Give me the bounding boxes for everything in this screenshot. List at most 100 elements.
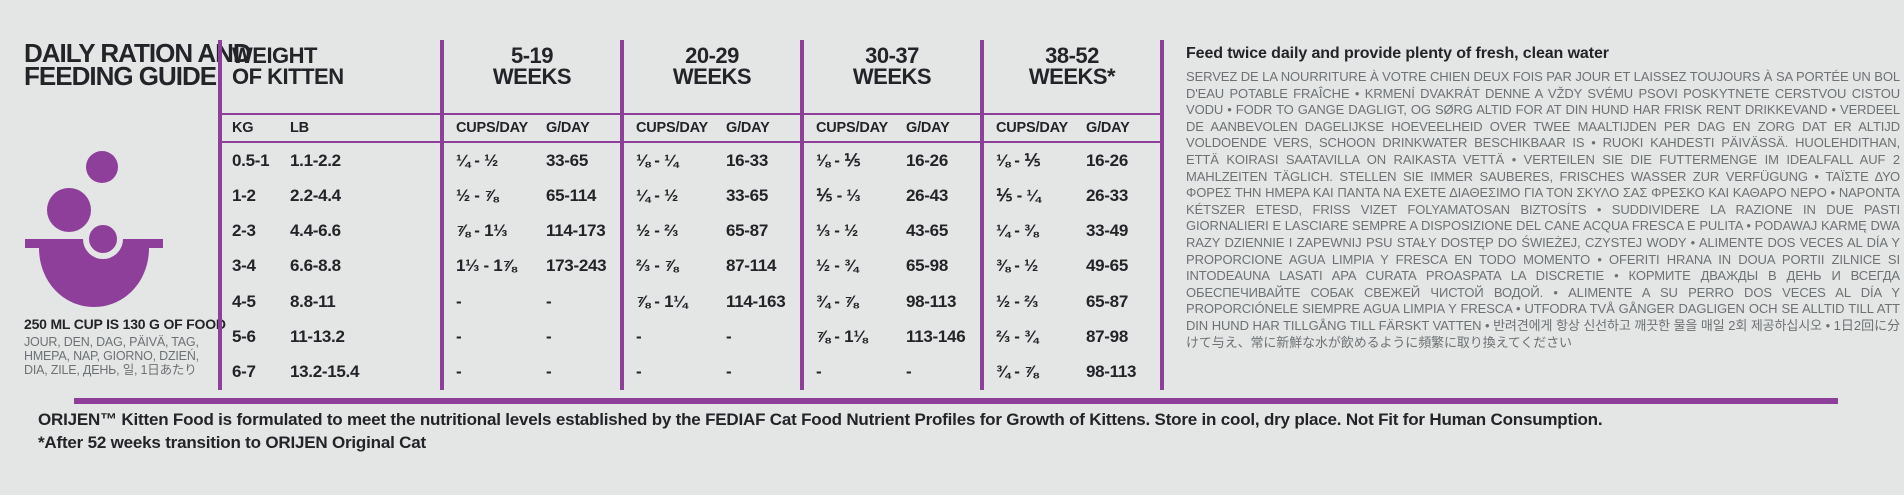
- kg-column-label: KG: [232, 120, 254, 136]
- cups-value: ½ - ⅔: [636, 221, 678, 241]
- grams-value: 65-98: [906, 256, 948, 276]
- lb-column-label: LB: [290, 120, 309, 136]
- divider-rule: [74, 398, 1838, 404]
- table-row: 4-5 8.8-11: [222, 284, 440, 319]
- table-row: ⅓ - ½ 43-65: [804, 214, 980, 249]
- table-row: 1⅓ - 1⅞ 173-243: [444, 249, 620, 284]
- cups-value: ¼ - ⅜: [996, 221, 1038, 241]
- cups-per-day-label: CUPS/DAY: [816, 120, 888, 136]
- measure-subheader-row: CUPS/DAY G/DAY: [984, 113, 1160, 143]
- kg-value: 0.5-1: [232, 150, 270, 170]
- grams-value: 98-113: [906, 291, 957, 311]
- lb-value: 13.2-15.4: [290, 362, 360, 382]
- table-row: --: [624, 319, 800, 354]
- food-bowl-with-kibble-icon: [25, 150, 165, 307]
- table-row: ⅞ - 1⅓ 114-173: [444, 214, 620, 249]
- transition-note: *After 52 weeks transition to ORIJEN Ori…: [38, 433, 426, 452]
- cups-value: 1⅓ - 1⅞: [456, 256, 517, 276]
- cups-value: -: [636, 362, 642, 382]
- grams-value: 113-146: [906, 327, 966, 347]
- feeding-instructions-heading: Feed twice daily and provide plenty of f…: [1186, 45, 1609, 62]
- grams-value: -: [546, 362, 552, 382]
- table-row: ¼ - ⅜ 33-49: [984, 214, 1160, 249]
- table-row: 6-7 13.2-15.4: [222, 355, 440, 390]
- table-row: --: [624, 355, 800, 390]
- table-row: 5-6 11-13.2: [222, 319, 440, 354]
- grams-value: 33-65: [726, 185, 768, 205]
- age-column-group-20-29-weeks: 20-29 WEEKS CUPS/DAY G/DAY ⅛ - ¼ 16-33 ¼ …: [620, 40, 800, 390]
- age-column-header: 5-19 WEEKS: [492, 43, 572, 89]
- cups-value: ⅛ - ⅕: [996, 150, 1041, 170]
- cups-value: ½ - ¾: [816, 256, 858, 276]
- cups-value: ⅜ - ½: [996, 256, 1038, 276]
- grams-value: 98-113: [1086, 362, 1137, 382]
- grams-value: 173-243: [546, 256, 607, 276]
- grams-value: 16-26: [906, 150, 948, 170]
- table-row: ⅛ - ⅕ 16-26: [984, 143, 1160, 178]
- age-column-group-38-52-weeks: 38-52 WEEKS* CUPS/DAY G/DAY ⅛ - ⅕ 16-26 ⅕…: [980, 40, 1164, 390]
- table-row: --: [444, 319, 620, 354]
- cups-value: -: [636, 327, 642, 347]
- table-row: ½ - ⅔ 65-87: [624, 214, 800, 249]
- cups-value: -: [816, 362, 822, 382]
- cups-value: ⅓ - ½: [816, 221, 858, 241]
- table-row: 1-2 2.2-4.4: [222, 178, 440, 213]
- grams-value: 26-43: [906, 185, 948, 205]
- grams-value: 114-163: [726, 291, 786, 311]
- table-row: ⅕ - ¼ 26-33: [984, 178, 1160, 213]
- cups-value: -: [456, 327, 462, 347]
- lb-value: 6.6-8.8: [290, 256, 341, 276]
- table-row: ½ - ⅔ 65-87: [984, 284, 1160, 319]
- cups-per-day-label: CUPS/DAY: [636, 120, 708, 136]
- table-row: ⅔ - ⅞ 87-114: [624, 249, 800, 284]
- cup-measure-note: 250 ML CUP IS 130 G OF FOOD: [24, 316, 226, 332]
- table-row: ½ - ¾ 65-98: [804, 249, 980, 284]
- measure-subheader-row: CUPS/DAY G/DAY: [804, 113, 980, 143]
- grams-value: 65-87: [726, 221, 768, 241]
- grams-value: 33-49: [1086, 221, 1128, 241]
- grams-per-day-label: G/DAY: [1086, 120, 1130, 136]
- grams-value: -: [546, 327, 552, 347]
- measure-subheader-row: CUPS/DAY G/DAY: [444, 113, 620, 143]
- table-row: ¼ - ½ 33-65: [624, 178, 800, 213]
- cups-per-day-label: CUPS/DAY: [996, 120, 1068, 136]
- cups-value: ¾ - ⅞: [996, 362, 1038, 382]
- cups-value: ⅔ - ⅞: [636, 256, 678, 276]
- cups-value: ⅛ - ¼: [636, 150, 678, 170]
- grams-value: 16-26: [1086, 150, 1128, 170]
- grams-value: 87-114: [726, 256, 777, 276]
- grams-value: 65-114: [546, 185, 597, 205]
- grams-per-day-label: G/DAY: [726, 120, 770, 136]
- age-column-header: 38-52 WEEKS*: [1028, 43, 1116, 89]
- lb-value: 1.1-2.2: [290, 150, 341, 170]
- grams-value: 65-87: [1086, 291, 1128, 311]
- cups-value: ½ - ⅞: [456, 185, 498, 205]
- grams-value: -: [906, 362, 912, 382]
- cups-value: ⅕ - ¼: [996, 185, 1041, 205]
- weight-column-header: WEIGHT OF KITTEN: [232, 43, 344, 89]
- grams-value: -: [546, 291, 552, 311]
- cups-value: ⅛ - ⅕: [816, 150, 861, 170]
- cups-value: ½ - ⅔: [996, 291, 1038, 311]
- table-row: ⅜ - ½ 49-65: [984, 249, 1160, 284]
- cups-value: ⅕ - ⅓: [816, 185, 861, 205]
- table-row: ¾ - ⅞ 98-113: [804, 284, 980, 319]
- day-translations: JOUR, DEN, DAG, PÄIVÄ, TAG, HMEPA, NAP, …: [24, 335, 199, 377]
- lb-value: 4.4-6.6: [290, 221, 341, 241]
- grams-value: 87-98: [1086, 327, 1128, 347]
- kg-value: 1-2: [232, 185, 256, 205]
- table-row: ⅕ - ⅓ 26-43: [804, 178, 980, 213]
- table-row: ¾ - ⅞ 98-113: [984, 355, 1160, 390]
- table-row: ⅛ - ¼ 16-33: [624, 143, 800, 178]
- cups-value: -: [456, 362, 462, 382]
- table-row: --: [444, 355, 620, 390]
- table-row: ¼ - ½ 33-65: [444, 143, 620, 178]
- table-row: 0.5-1 1.1-2.2: [222, 143, 440, 178]
- cups-value: ¼ - ½: [636, 185, 678, 205]
- table-row: 3-4 6.6-8.8: [222, 249, 440, 284]
- kg-value: 6-7: [232, 362, 256, 382]
- cups-value: ¾ - ⅞: [816, 291, 858, 311]
- weight-subheader-row: KG LB: [222, 113, 440, 143]
- grams-value: 43-65: [906, 221, 948, 241]
